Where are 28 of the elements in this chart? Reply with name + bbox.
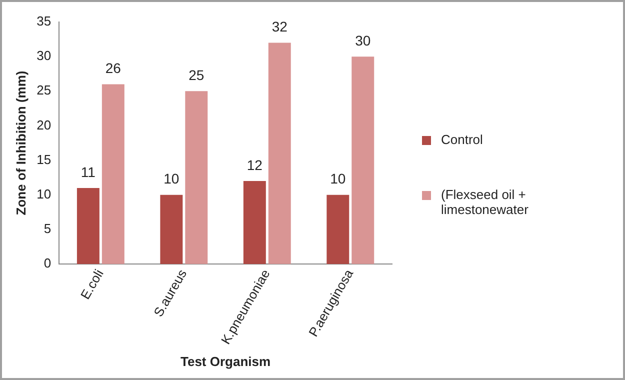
y-tick-label: 10 [36,186,52,202]
y-tick-label: 0 [44,256,52,271]
bar [352,56,374,264]
bar [76,188,100,264]
legend-label: Control [441,132,483,147]
y-tick-label: 15 [36,152,52,167]
data-label: 30 [355,32,371,48]
data-label: 32 [272,18,288,35]
y-tick-label: 35 [36,14,52,29]
legend-label: (Flexseed oil + limestonewater [441,187,530,217]
bar [243,181,266,264]
data-label: 26 [105,60,122,76]
bar [268,42,291,264]
data-label: 10 [164,170,180,187]
y-axis-title: Zone of Inhibition (mm) [13,70,28,216]
data-label: 12 [246,156,263,173]
x-axis-title: Test Organism [180,354,271,369]
data-label: 11 [80,164,96,180]
bar [102,84,124,264]
y-tick-label: 30 [36,48,52,64]
y-tick-label: 25 [36,82,52,98]
data-label: 10 [330,170,346,187]
bar [326,194,350,264]
data-label: 25 [188,67,204,83]
bar [185,91,208,264]
bar [160,194,183,264]
y-tick-label: 20 [36,117,52,132]
y-tick-label: 5 [44,221,52,236]
